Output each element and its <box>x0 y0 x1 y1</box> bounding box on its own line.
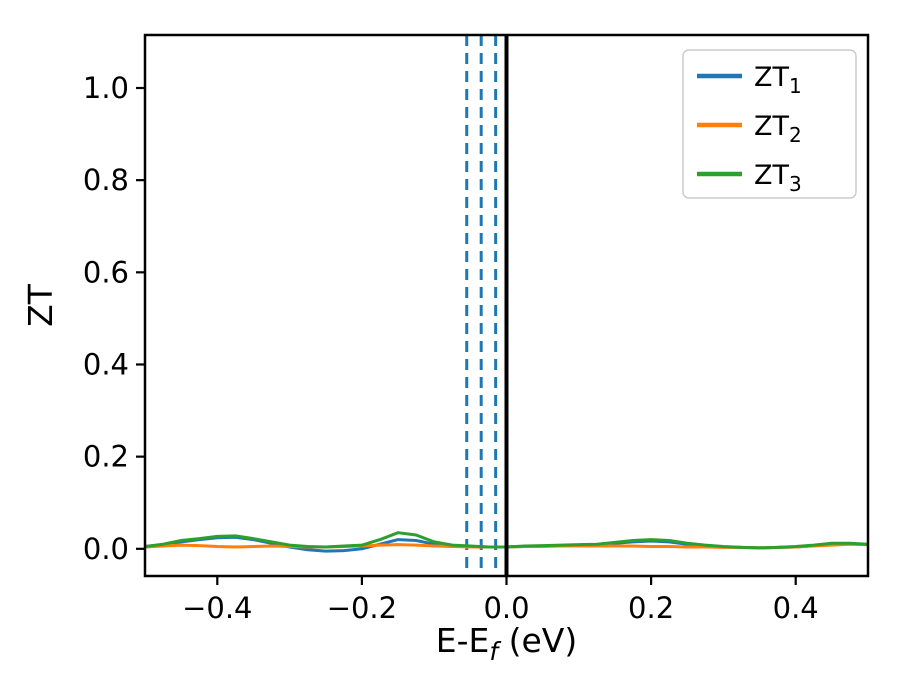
x-tick-label: −0.2 <box>327 591 397 625</box>
legend: ZT1 ZT2 ZT3 <box>682 49 857 199</box>
x-tick-label: 0.2 <box>628 591 674 625</box>
plot-contents <box>145 35 868 576</box>
y-axis-label: ZT <box>21 283 60 327</box>
y-tick-label: 0.0 <box>83 532 129 566</box>
y-tick-label: 0.8 <box>83 163 129 197</box>
y-tick-label: 0.6 <box>83 255 129 289</box>
legend-entry-ZT_3: ZT3 <box>697 160 802 196</box>
y-tick-label: 0.2 <box>83 440 129 474</box>
x-tick-label: 0.4 <box>773 591 819 625</box>
legend-label-ZT_1: ZT1 <box>754 62 802 98</box>
y-tick-label: 1.0 <box>83 71 129 105</box>
legend-box <box>682 49 857 199</box>
x-tick-label: 0.0 <box>483 591 529 625</box>
y-tick-label: 0.4 <box>83 347 129 381</box>
x-axis-label: E-Ef (eV) <box>436 621 578 666</box>
legend-label-ZT_3: ZT3 <box>754 160 802 196</box>
x-tick-label: −0.4 <box>182 591 252 625</box>
legend-entry-ZT_2: ZT2 <box>697 111 802 147</box>
legend-label-ZT_2: ZT2 <box>754 111 802 147</box>
legend-entry-ZT_1: ZT1 <box>697 62 802 98</box>
